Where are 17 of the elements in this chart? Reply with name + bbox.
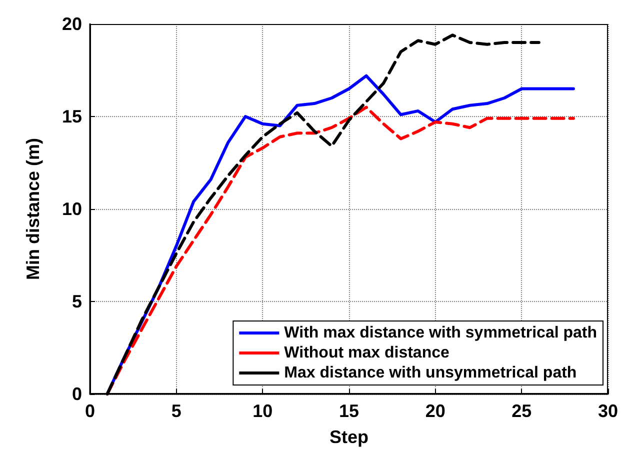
- x-axis-title: Step: [329, 427, 369, 447]
- y-tick-label: 5: [72, 292, 82, 312]
- y-tick-label: 20: [62, 14, 82, 34]
- x-tick-label: 5: [171, 401, 182, 421]
- y-tick-label: 0: [72, 384, 82, 404]
- y-axis-title: Min distance (m): [23, 138, 43, 280]
- x-tick-label: 30: [598, 401, 618, 421]
- legend-label: Without max distance: [284, 344, 450, 362]
- x-tick-label: 25: [512, 401, 532, 421]
- y-tick-label: 10: [62, 199, 82, 219]
- x-tick-label: 15: [338, 401, 360, 421]
- legend-label: Max distance with unsymmetrical path: [284, 364, 577, 382]
- x-tick-label: 10: [252, 401, 273, 421]
- x-tick-label: 0: [84, 401, 96, 421]
- y-tick-label: 15: [62, 106, 82, 126]
- x-tick-label: 20: [425, 401, 446, 421]
- legend-label: With max distance with symmetrical path: [284, 324, 597, 342]
